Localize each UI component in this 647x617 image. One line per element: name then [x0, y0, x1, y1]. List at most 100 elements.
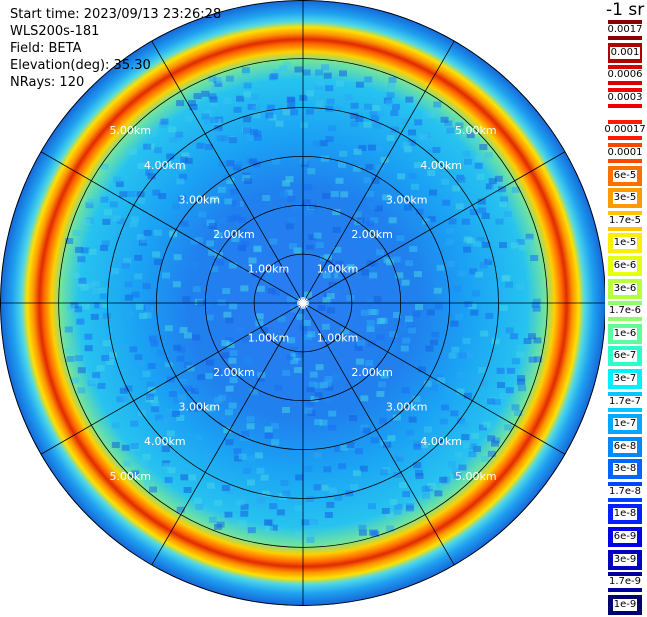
speckle [92, 288, 101, 294]
speckle [323, 466, 332, 473]
speckle [507, 367, 515, 374]
speckle [373, 138, 382, 144]
speckle [388, 342, 397, 349]
speckle [243, 82, 252, 89]
speckle [260, 474, 269, 481]
speckle [339, 70, 347, 77]
speckle [242, 337, 251, 344]
speckle [415, 469, 423, 476]
speckle [285, 176, 294, 183]
speckle [74, 306, 83, 313]
speckle [177, 346, 186, 353]
speckle [146, 381, 155, 388]
speckle [233, 448, 242, 455]
speckle [67, 304, 76, 311]
speckle [451, 346, 460, 353]
speckle [125, 310, 134, 317]
speckle [192, 286, 201, 293]
speckle [282, 369, 291, 376]
speckle [492, 399, 501, 406]
speckle [393, 472, 402, 478]
speckle [171, 410, 180, 417]
speckle [181, 380, 190, 387]
speckle [528, 356, 537, 363]
speckle [280, 480, 289, 486]
speckle [194, 405, 203, 412]
speckle [415, 473, 424, 480]
speckle [469, 209, 478, 216]
speckle [137, 197, 146, 204]
speckle [478, 207, 487, 214]
speckle [388, 76, 397, 83]
speckle [479, 144, 488, 150]
start-time-text: Start time: 2023/09/13 23:26:28 [10, 7, 222, 22]
speckle [287, 337, 296, 344]
speckle [254, 452, 263, 459]
speckle [291, 293, 300, 300]
speckle [481, 303, 490, 310]
speckle [332, 209, 341, 216]
speckle [84, 345, 93, 352]
speckle [427, 111, 436, 118]
speckle [433, 106, 442, 113]
speckle [310, 518, 318, 525]
speckle [456, 417, 465, 424]
speckle [203, 301, 212, 308]
colorbar-swatch: 1e-9 [608, 594, 642, 615]
speckle [274, 384, 283, 391]
speckle [184, 115, 193, 122]
speckle [497, 382, 505, 389]
speckle [434, 303, 443, 310]
speckle [242, 127, 251, 134]
colorbar-swatch: 1e-8 [608, 504, 642, 525]
speckle [372, 321, 381, 328]
speckle [205, 405, 214, 412]
speckle [241, 67, 250, 73]
speckle [256, 285, 265, 292]
speckle [294, 66, 303, 73]
speckle [413, 462, 422, 469]
speckle [492, 437, 501, 444]
speckle [519, 244, 528, 251]
speckle [271, 289, 280, 296]
speckle [76, 318, 85, 325]
speckle [494, 175, 503, 182]
speckle [525, 238, 534, 245]
speckle [391, 126, 399, 133]
speckle [247, 527, 256, 534]
speckle [165, 357, 174, 363]
speckle [109, 352, 117, 359]
speckle [401, 279, 410, 286]
speckle [90, 377, 99, 384]
speckle [223, 427, 232, 434]
colorbar-gap [606, 110, 647, 120]
speckle [532, 298, 541, 305]
speckle [320, 484, 329, 491]
speckle [319, 419, 328, 426]
speckle [134, 354, 143, 361]
colorbar-swatch: 0.0001 [606, 142, 644, 163]
speckle [481, 213, 490, 219]
speckle [415, 208, 424, 215]
speckle [231, 200, 240, 207]
colorbar-label: 1e-8 [612, 508, 638, 521]
speckle [264, 519, 272, 526]
speckle [71, 272, 80, 279]
speckle [332, 226, 341, 233]
speckle [483, 421, 492, 428]
speckle [321, 155, 329, 162]
speckle [124, 385, 133, 392]
speckle [289, 243, 297, 249]
speckle [253, 134, 262, 141]
speckle [209, 96, 218, 103]
speckle [223, 311, 232, 318]
speckle [413, 162, 422, 169]
speckle [179, 173, 187, 180]
speckle [164, 325, 173, 332]
speckle [190, 238, 199, 245]
colorbar-label: 0.001 [609, 46, 641, 59]
speckle [371, 115, 380, 121]
speckle [455, 122, 464, 129]
speckle [116, 258, 125, 265]
speckle [265, 112, 274, 119]
